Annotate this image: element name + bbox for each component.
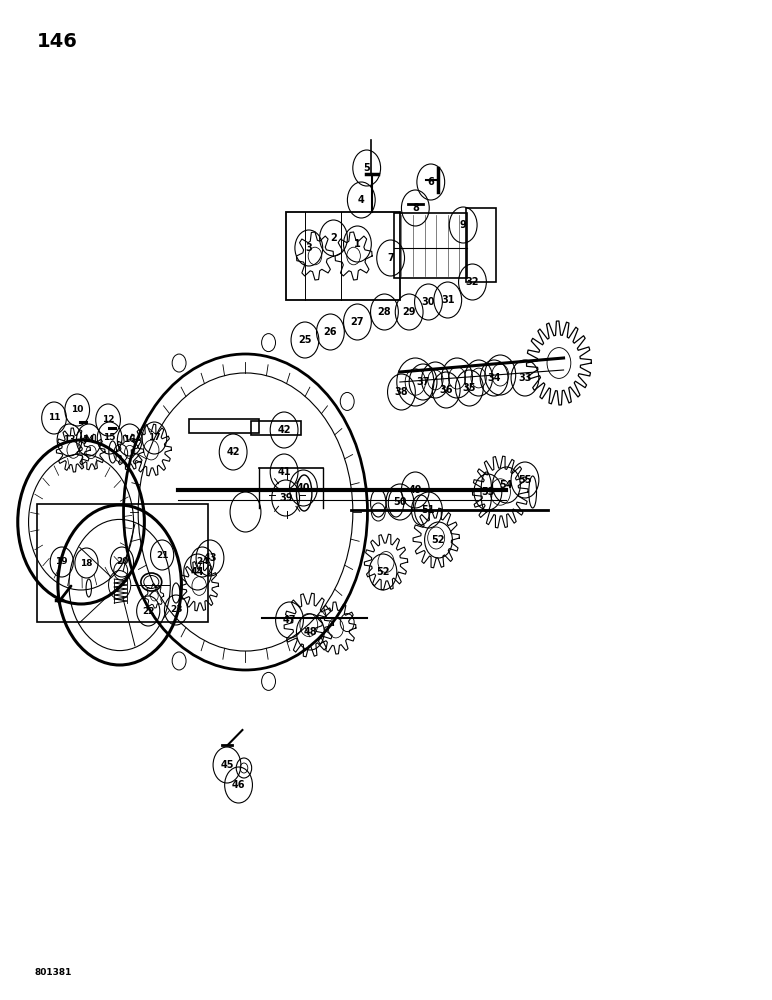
Text: 4: 4 bbox=[358, 195, 364, 205]
Text: 48: 48 bbox=[303, 627, 317, 637]
Text: 25: 25 bbox=[298, 335, 312, 345]
Text: 55: 55 bbox=[518, 475, 532, 485]
Text: 38: 38 bbox=[394, 387, 408, 397]
Text: 52: 52 bbox=[376, 567, 390, 577]
Text: 21: 21 bbox=[156, 550, 168, 560]
Text: 1: 1 bbox=[354, 239, 361, 249]
Text: 5: 5 bbox=[364, 163, 370, 173]
Text: 31: 31 bbox=[441, 295, 455, 305]
Text: 30: 30 bbox=[422, 297, 435, 307]
Text: 53: 53 bbox=[481, 487, 495, 497]
Text: 12: 12 bbox=[102, 416, 114, 424]
Text: 37: 37 bbox=[416, 377, 430, 387]
Text: 15: 15 bbox=[103, 434, 116, 442]
Text: 42: 42 bbox=[226, 447, 240, 457]
Bar bbox=[286, 212, 400, 300]
Text: 20: 20 bbox=[116, 558, 128, 566]
Text: 11: 11 bbox=[48, 414, 60, 422]
Text: 40: 40 bbox=[296, 483, 310, 493]
Text: 42: 42 bbox=[277, 425, 291, 435]
Text: 18: 18 bbox=[80, 558, 93, 568]
Text: 50: 50 bbox=[393, 497, 407, 507]
Text: 7: 7 bbox=[388, 253, 394, 263]
Bar bbox=[251, 421, 301, 435]
Text: 19: 19 bbox=[56, 558, 68, 566]
Text: 28: 28 bbox=[378, 307, 391, 317]
Text: 801381: 801381 bbox=[35, 968, 72, 977]
Text: 36: 36 bbox=[439, 385, 453, 395]
Text: 29: 29 bbox=[402, 307, 416, 317]
Text: 23: 23 bbox=[170, 605, 182, 614]
Text: 34: 34 bbox=[487, 373, 501, 383]
Text: 26: 26 bbox=[323, 327, 337, 337]
Text: 24: 24 bbox=[196, 558, 208, 566]
Text: 14: 14 bbox=[83, 436, 95, 444]
Text: 51: 51 bbox=[422, 505, 435, 515]
Text: 43: 43 bbox=[203, 553, 217, 563]
Text: 33: 33 bbox=[518, 373, 532, 383]
Text: 22: 22 bbox=[142, 606, 154, 615]
Bar bbox=[37, 504, 208, 622]
Text: 46: 46 bbox=[232, 780, 245, 790]
Text: 9: 9 bbox=[460, 220, 466, 230]
Text: 35: 35 bbox=[462, 383, 476, 393]
Text: 8: 8 bbox=[412, 203, 418, 213]
Text: 39: 39 bbox=[279, 493, 293, 503]
Text: 146: 146 bbox=[37, 32, 78, 51]
Text: 45: 45 bbox=[220, 760, 234, 770]
Text: 16: 16 bbox=[124, 436, 136, 444]
Text: 2: 2 bbox=[330, 233, 337, 243]
Bar bbox=[394, 213, 467, 278]
Text: 17: 17 bbox=[148, 434, 161, 442]
Text: 44: 44 bbox=[191, 567, 205, 577]
Text: 13: 13 bbox=[63, 436, 76, 444]
Text: 52: 52 bbox=[432, 535, 445, 545]
Bar bbox=[189, 419, 259, 433]
Text: 32: 32 bbox=[466, 277, 479, 287]
Text: 41: 41 bbox=[277, 467, 291, 477]
Text: 54: 54 bbox=[499, 480, 513, 490]
Text: 47: 47 bbox=[283, 615, 296, 625]
Text: 3: 3 bbox=[306, 243, 312, 253]
Text: 6: 6 bbox=[428, 177, 434, 187]
Bar bbox=[466, 208, 496, 282]
Text: 10: 10 bbox=[71, 406, 83, 414]
Text: 49: 49 bbox=[408, 485, 422, 495]
Text: 27: 27 bbox=[350, 317, 364, 327]
